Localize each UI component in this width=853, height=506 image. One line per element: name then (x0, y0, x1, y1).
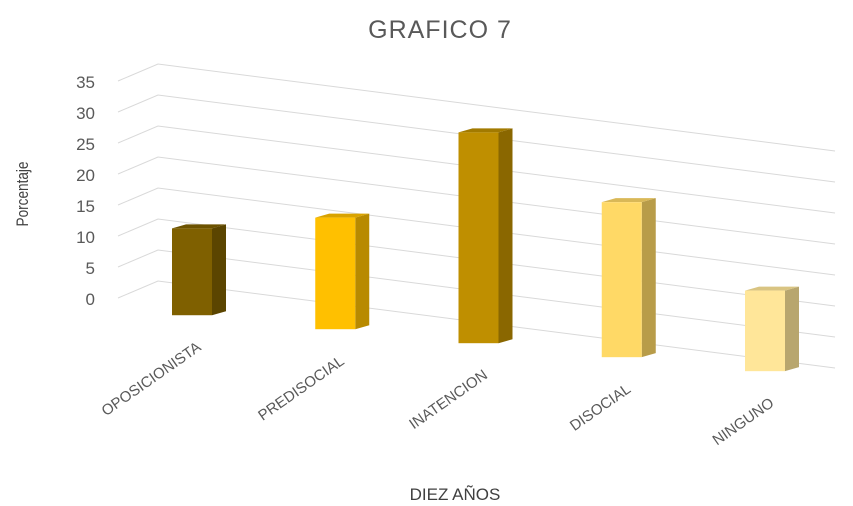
y-tick-label: 30 (76, 104, 95, 123)
x-category-label: OPOSICIONISTA (98, 339, 204, 420)
y-tick-label: 15 (76, 197, 95, 216)
x-category-label: PREDISOCIAL (255, 353, 347, 425)
y-tick-label: 0 (86, 290, 95, 309)
y-tick-label: 25 (76, 135, 95, 154)
gridline (117, 94, 836, 183)
x-axis-title: DIEZ AÑOS (410, 485, 501, 504)
y-tick-label: 5 (86, 259, 95, 278)
x-category-label: NINGUNO (710, 395, 778, 450)
bars (172, 128, 799, 372)
chart-title: GRAFICO 7 (368, 16, 512, 44)
bar-side (498, 128, 513, 344)
bar-top (315, 213, 370, 218)
x-category-label: DISOCIAL (567, 381, 634, 435)
bar-front (601, 202, 642, 358)
bar-front (458, 132, 499, 344)
bar-top (745, 286, 799, 291)
gridline (117, 63, 836, 152)
y-tick-label: 10 (76, 228, 95, 247)
bar-side (641, 198, 656, 358)
x-axis-categories: OPOSICIONISTA PREDISOCIAL INATENCION DISOCI… (98, 339, 777, 450)
bar-side (355, 213, 370, 330)
bar (601, 198, 656, 358)
y-axis-title: Porcentaje (14, 162, 33, 227)
y-tick-label: 35 (76, 73, 95, 92)
y-axis-ticks: 0 5 10 15 20 25 30 35 (76, 73, 95, 309)
bar-top (172, 224, 226, 229)
bar-side (212, 224, 226, 316)
bar-top (601, 198, 656, 203)
bar-front (315, 217, 356, 330)
gridline (117, 125, 836, 214)
bar-front (172, 228, 212, 316)
gridlines (117, 63, 836, 369)
bar (172, 224, 226, 316)
bar-side (785, 286, 799, 372)
bar (458, 128, 513, 344)
x-category-label: INATENCION (406, 367, 491, 433)
bar (745, 286, 799, 372)
bar-top (458, 128, 513, 133)
bar (315, 213, 370, 330)
bar-front (745, 290, 785, 372)
y-tick-label: 20 (76, 166, 95, 185)
